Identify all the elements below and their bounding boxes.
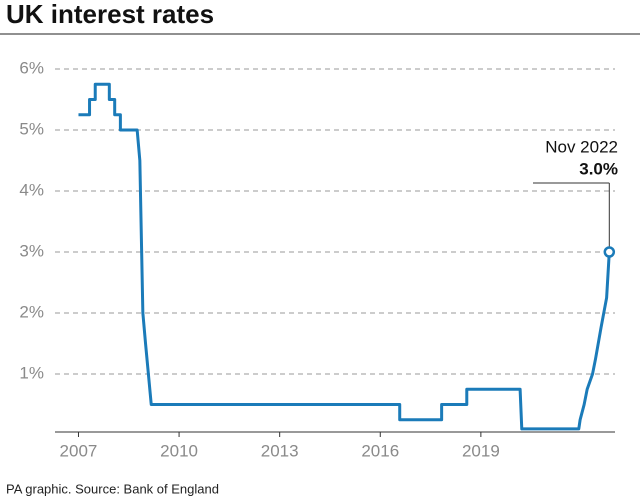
y-tick-label: 3% — [19, 241, 44, 260]
x-tick-label: 2019 — [462, 441, 500, 460]
y-tick-label: 4% — [19, 180, 44, 199]
y-tick-label: 1% — [19, 363, 44, 382]
x-tick-label: 2016 — [361, 441, 399, 460]
annotation-value: 3.0% — [579, 159, 618, 178]
source: PA graphic. Source: Bank of England — [6, 481, 219, 496]
annotation-date: Nov 2022 — [545, 137, 618, 156]
rate-line — [78, 82, 611, 431]
end-marker — [603, 246, 616, 258]
chart-title: UK interest rates — [6, 0, 214, 29]
y-tick-label: 2% — [19, 302, 44, 321]
y-tick-label: 6% — [19, 58, 44, 77]
y-tick-label: 5% — [19, 119, 44, 138]
x-tick-label: 2010 — [160, 441, 198, 460]
x-tick-label: 2013 — [261, 441, 299, 460]
x-tick-label: 2007 — [60, 441, 98, 460]
